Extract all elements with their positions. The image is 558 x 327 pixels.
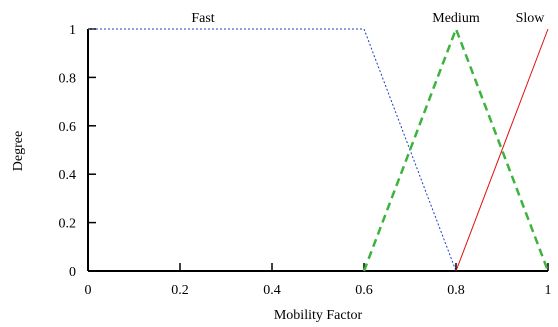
x-tick-label: 0.8 [447,283,465,298]
x-tick-label: 0.2 [171,283,189,298]
series-labels: Fast Medium Slow [191,11,545,26]
x-tick-label: 1 [545,283,552,298]
x-axis-label: Mobility Factor [274,308,363,323]
series-lines [88,25,550,272]
y-tick-label: 0.4 [59,168,77,183]
y-tick-label: 0.2 [59,217,77,232]
x-tick-label: 0.6 [355,283,373,298]
series-line-slow [455,28,549,272]
y-tick-label: 0.8 [59,71,77,86]
x-tick-label: 0.4 [263,283,281,298]
series-line-medium [362,25,550,272]
plot-area: 0 0.2 0.4 0.6 0.8 1 0 0.2 0.4 0.6 0.8 1 Fast Medium… [59,11,552,298]
y-axis-ticks: 0 0.2 0.4 0.6 0.8 1 [59,23,96,280]
series-label-medium: Medium [432,11,480,26]
y-tick-label: 0.6 [59,120,77,135]
y-tick-label: 0 [69,265,76,280]
x-tick-label: 0 [85,283,92,298]
y-axis-label: Degree [11,131,26,171]
series-line-fast [88,28,457,272]
series-label-fast: Fast [191,11,214,26]
x-axis-ticks: 0 0.2 0.4 0.6 0.8 1 [85,263,552,298]
series-label-slow: Slow [516,11,546,26]
y-tick-label: 1 [69,23,76,38]
